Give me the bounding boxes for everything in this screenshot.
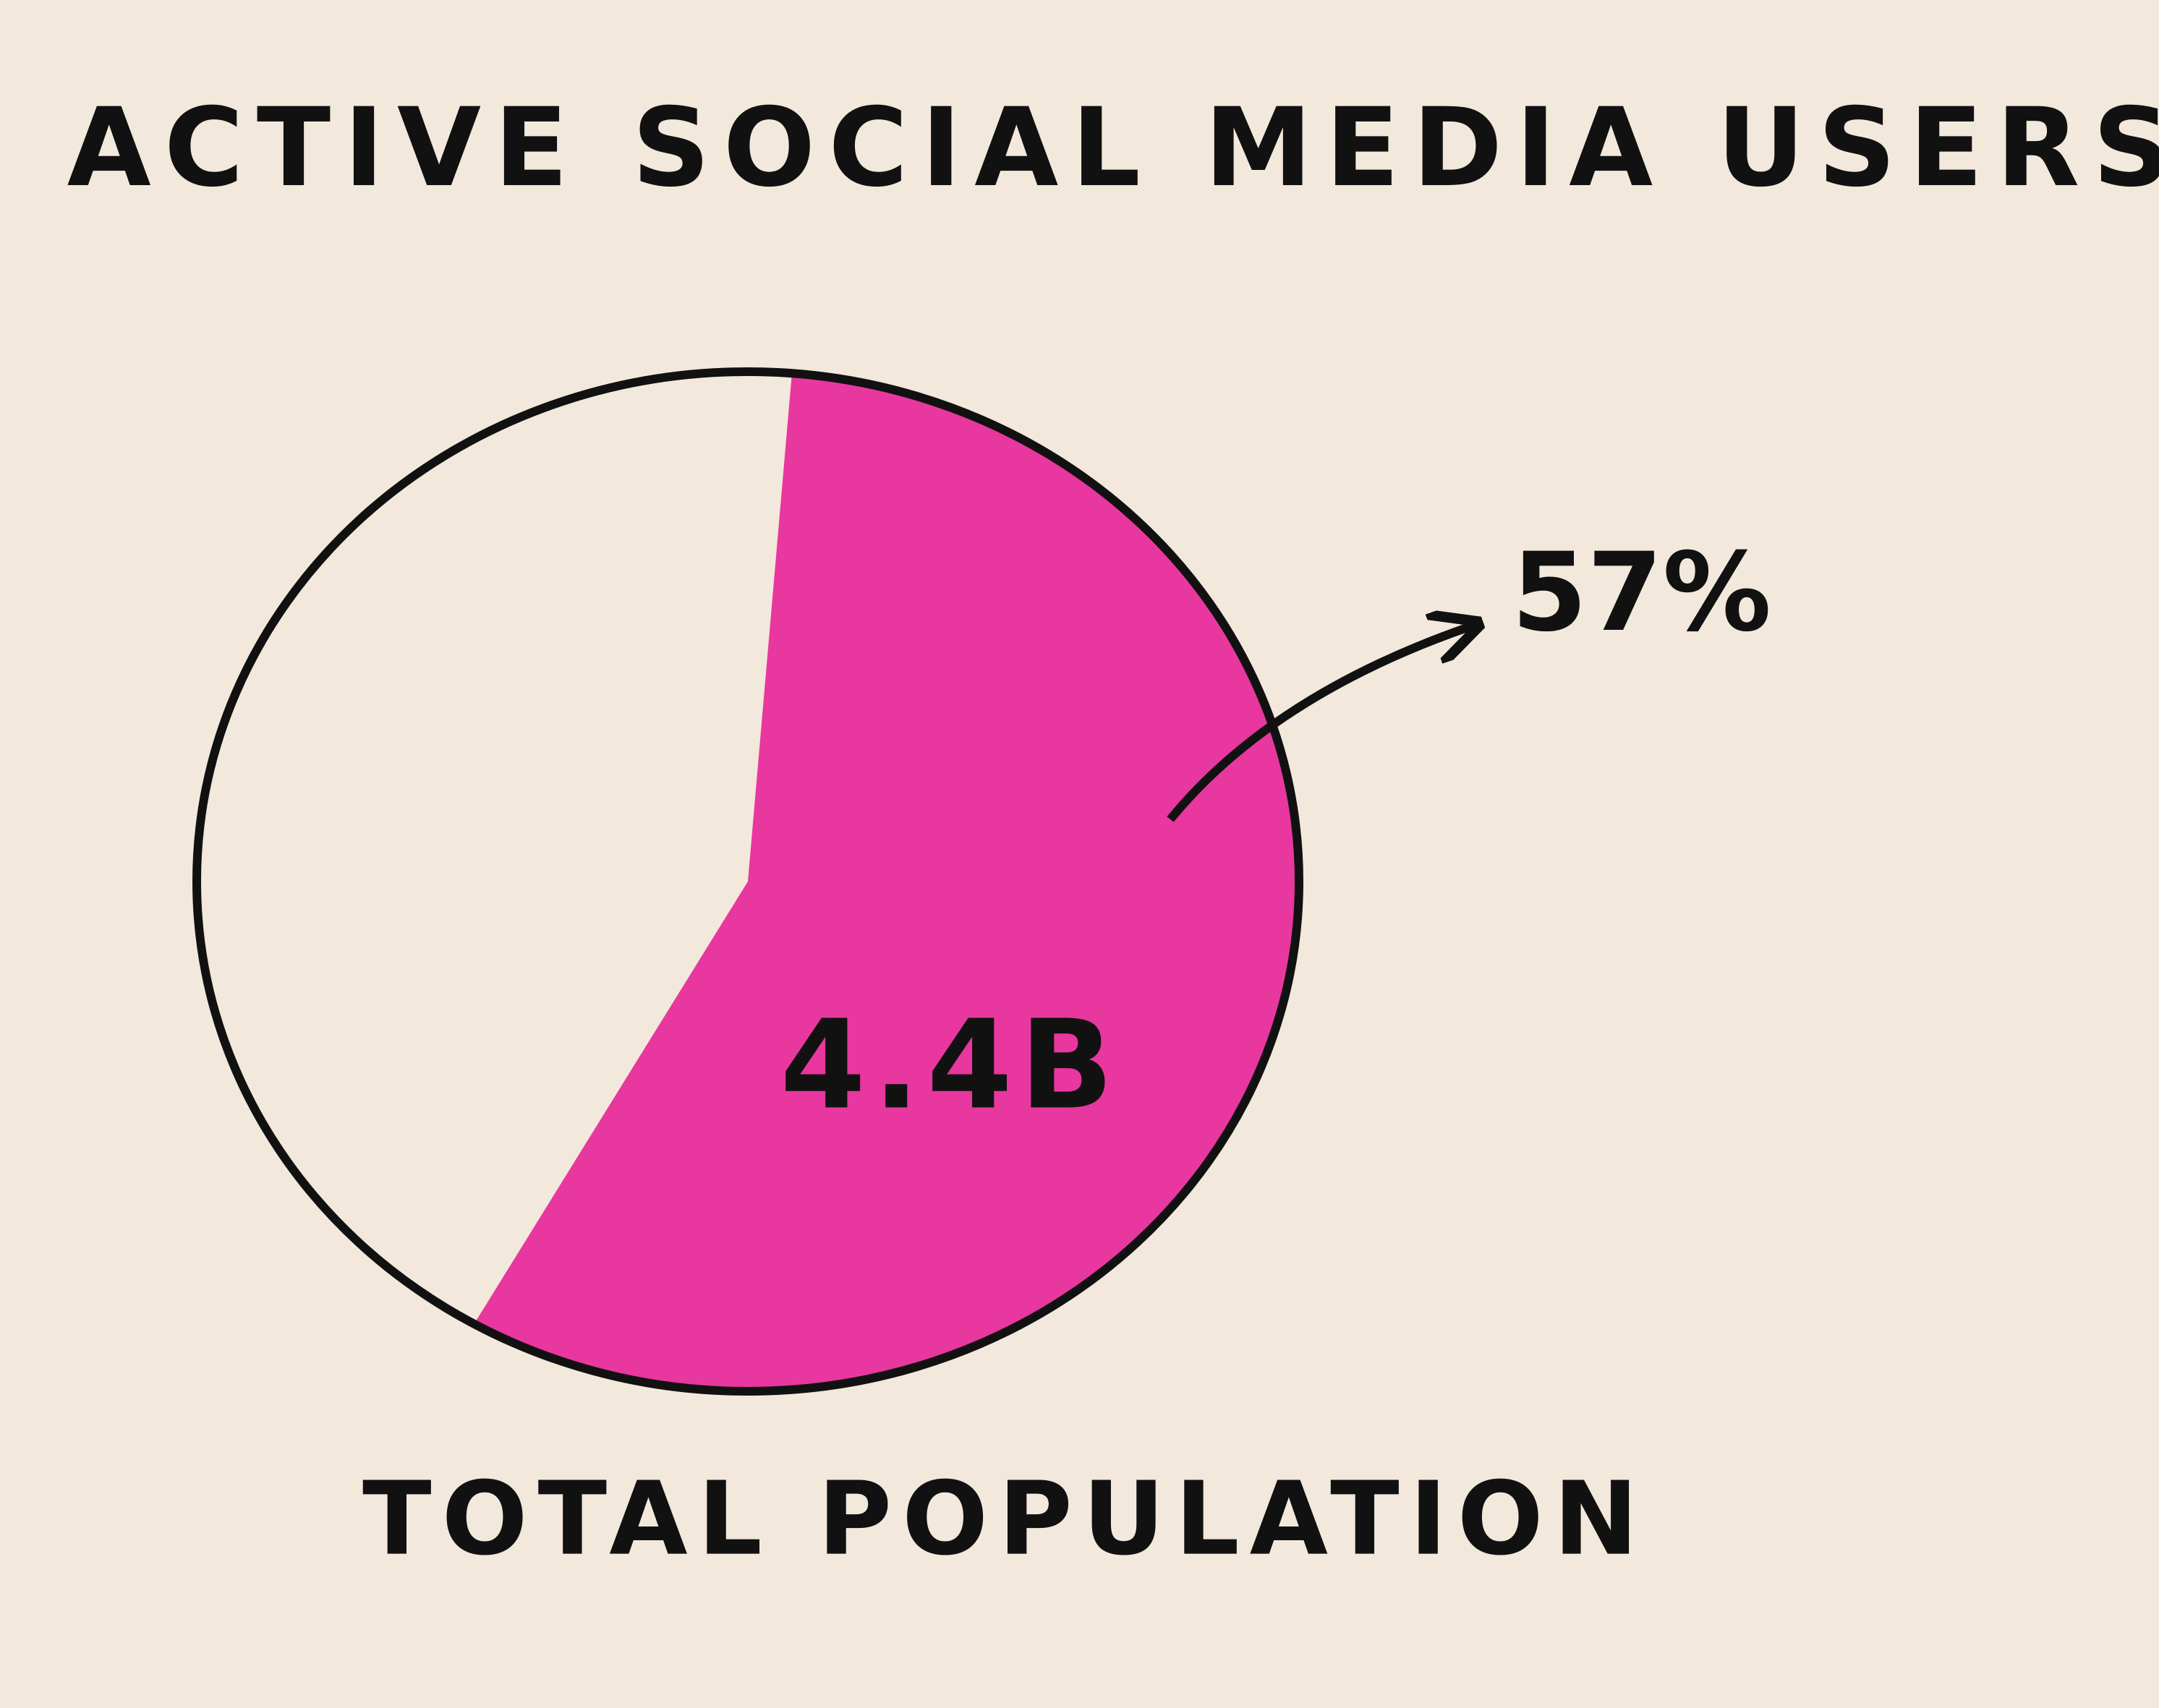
- pie-slice: [474, 373, 1299, 1391]
- slice-annotation: 4.4B: [780, 994, 1121, 1137]
- chart-title: ACTIVE SOCIAL MEDIA USERS: [67, 85, 2159, 211]
- label-arrow: [1167, 625, 1473, 822]
- value-label: 57%: [1512, 530, 1771, 656]
- caption: TOTAL POPULATION: [362, 1461, 1648, 1579]
- pie-outline: [192, 367, 1303, 1396]
